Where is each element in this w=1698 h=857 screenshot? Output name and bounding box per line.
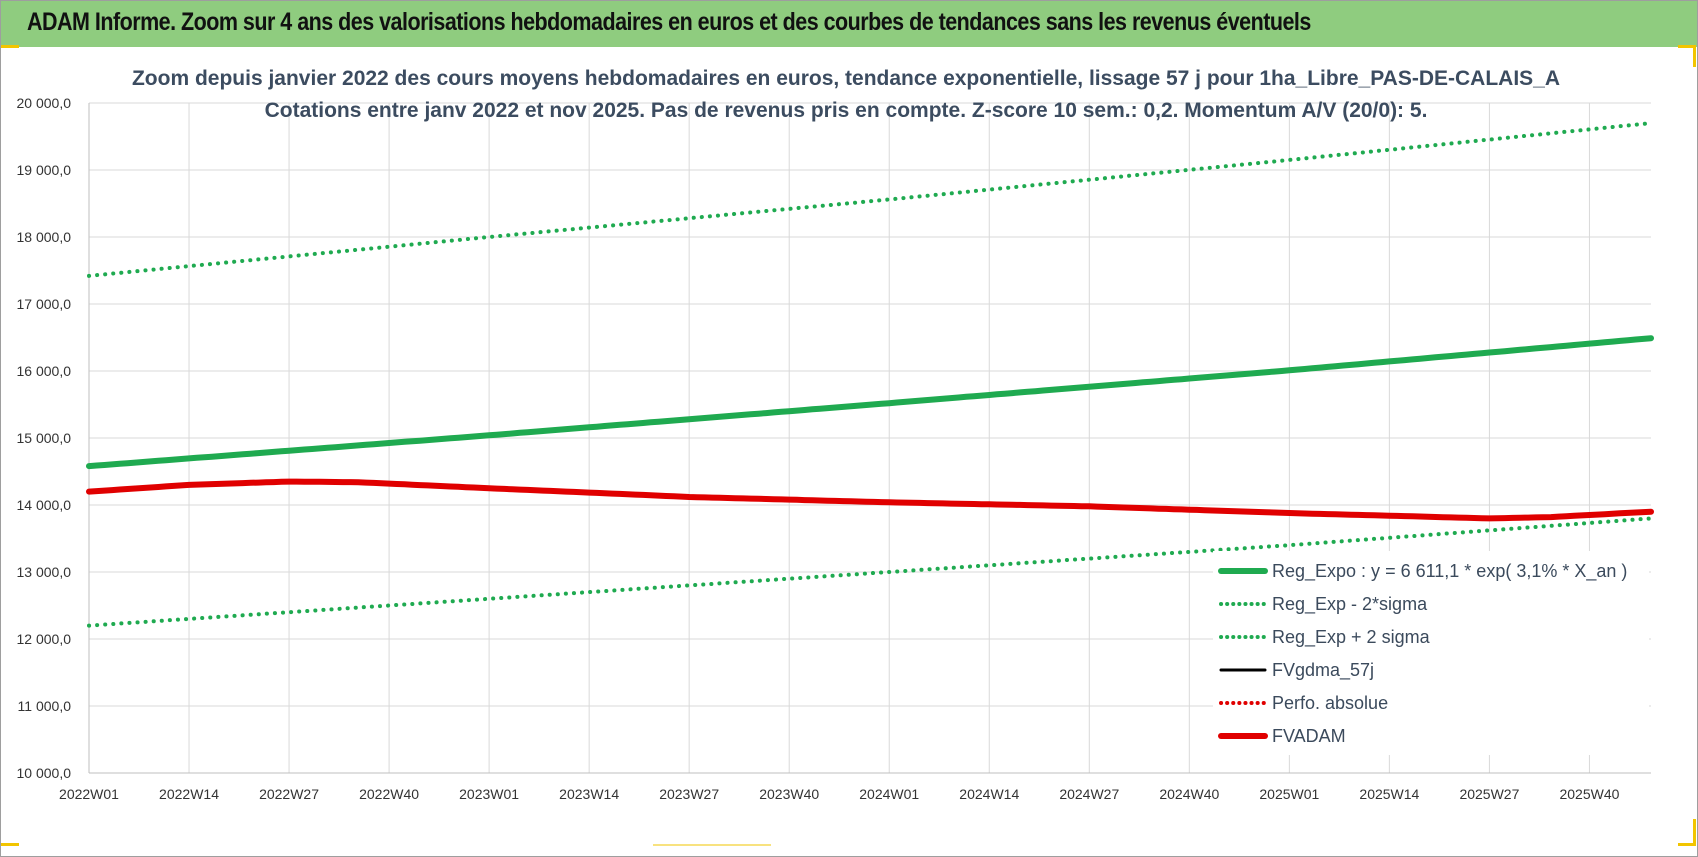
series [86,121,1654,628]
corner-mark-top-right [1678,45,1696,48]
legend-label: FVgdma_57j [1272,660,1374,681]
x-tick-label: 2024W14 [959,786,1019,802]
series-line [86,478,1654,522]
x-tick-label: 2023W14 [559,786,619,802]
x-tick-label: 2025W27 [1459,786,1519,802]
x-axis-ticks: 2022W01 2022W14 2022W27 2022W40 2023W01 2023W… [59,786,1620,802]
legend: Reg_Expo : y = 6 611,1 * exp( 3,1% * X_a… [1213,551,1649,755]
x-tick-label: 2023W01 [459,786,519,802]
y-tick-label: 15 000,0 [17,430,72,446]
x-tick-label: 2022W14 [159,786,219,802]
legend-label: Perfo. absolue [1272,693,1388,713]
report-title: ADAM Informe. Zoom sur 4 ans des valoris… [27,8,1311,36]
x-tick-label: 2024W01 [859,786,919,802]
y-tick-label: 13 000,0 [17,564,72,580]
series-line [86,335,1654,470]
corner-mark-bottom-right [1678,843,1696,846]
x-tick-label: 2025W40 [1559,786,1619,802]
corner-mark-bottom-right-side [1693,819,1696,845]
corner-mark-bottom-left [1,843,19,846]
legend-label: Reg_Expo : y = 6 611,1 * exp( 3,1% * X_a… [1272,561,1627,582]
y-axis-ticks: 10 000,0 11 000,0 12 000,0 13 000,0 14 000,0… [17,95,72,781]
y-tick-label: 19 000,0 [17,162,72,178]
x-tick-label: 2024W40 [1159,786,1219,802]
y-tick-label: 18 000,0 [17,229,72,245]
report-banner: ADAM Informe. Zoom sur 4 ans des valoris… [1,1,1697,47]
y-tick-label: 14 000,0 [17,497,72,513]
y-tick-label: 16 000,0 [17,363,72,379]
series-line [87,479,1653,521]
legend-background [1213,551,1649,755]
x-tick-label: 2024W27 [1059,786,1119,802]
y-tick-label: 20 000,0 [17,95,72,111]
bottom-center-mark [653,844,771,846]
x-tick-label: 2023W40 [759,786,819,802]
y-tick-label: 10 000,0 [17,765,72,781]
series-line [87,516,1653,628]
legend-label: Reg_Exp + 2 sigma [1272,627,1431,648]
chart-subtitle: Cotations entre janv 2022 et nov 2025. P… [265,99,1428,122]
y-tick-label: 11 000,0 [18,698,72,714]
legend-label: Reg_Exp - 2*sigma [1272,594,1428,615]
x-tick-label: 2022W27 [259,786,319,802]
x-tick-label: 2022W40 [359,786,419,802]
line-chart: Zoom depuis janvier 2022 des cours moyen… [17,67,1654,802]
x-tick-label: 2025W01 [1259,786,1319,802]
x-tick-label: 2022W01 [59,786,119,802]
y-tick-label: 12 000,0 [17,631,72,647]
chart-title: Zoom depuis janvier 2022 des cours moyen… [132,67,1560,90]
legend-label: FVADAM [1272,726,1346,746]
y-tick-label: 17 000,0 [17,296,72,312]
x-tick-label: 2025W14 [1359,786,1419,802]
x-tick-label: 2023W27 [659,786,719,802]
series-line [87,121,1653,278]
corner-mark-right-side [1693,47,1696,67]
corner-mark-top-left [1,45,19,48]
